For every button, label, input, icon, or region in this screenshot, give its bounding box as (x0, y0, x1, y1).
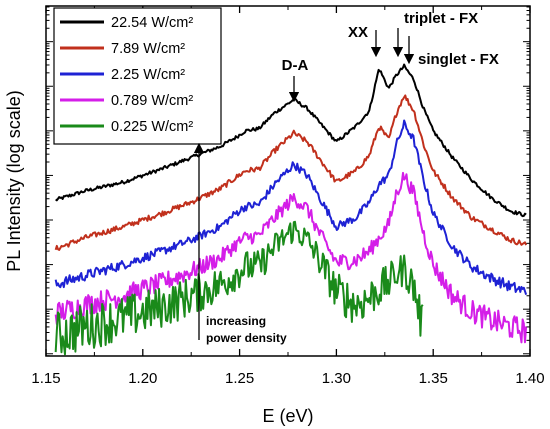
annotation-xx: XX (348, 24, 368, 41)
legend-label-1: 7.89 W/cm² (111, 41, 185, 57)
legend-label-4: 0.225 W/cm² (111, 119, 193, 135)
x-axis-label: E (eV) (262, 406, 313, 426)
y-axis-ticks (46, 6, 530, 357)
x-tick-label-5: 1.40 (515, 370, 544, 387)
annotation-power-2: power density (206, 331, 287, 345)
y-axis-label: PL Intensity (log scale) (4, 90, 24, 271)
series-line-4 (54, 220, 424, 356)
legend-label-0: 22.54 W/cm² (111, 15, 193, 31)
x-tick-label-4: 1.35 (419, 370, 448, 387)
annotation-da: D-A (282, 57, 309, 74)
legend-box (53, 7, 222, 145)
x-tick-label-0: 1.15 (31, 370, 60, 387)
x-tick-label-1: 1.20 (128, 370, 157, 387)
legend-label-3: 0.789 W/cm² (111, 93, 193, 109)
peak-annotations: D-A XX triplet - FX singlet - FX increas… (193, 10, 499, 345)
x-tick-label-3: 1.30 (322, 370, 351, 387)
annotation-triplet: triplet - FX (404, 10, 478, 27)
series-line-2 (54, 119, 528, 295)
x-axis-ticks: 1.15 1.20 1.25 1.30 1.35 1.40 (31, 6, 545, 387)
series-layer (54, 63, 528, 356)
x-tick-label-2: 1.25 (225, 370, 254, 387)
legend: 22.54 W/cm² 7.89 W/cm² 2.25 W/cm² 0.789 … (53, 7, 222, 145)
annotation-power-1: increasing (206, 314, 266, 328)
legend-label-2: 2.25 W/cm² (111, 67, 185, 83)
series-line-3 (54, 171, 528, 344)
annotation-singlet: singlet - FX (418, 51, 499, 68)
series-line-1 (54, 94, 528, 251)
